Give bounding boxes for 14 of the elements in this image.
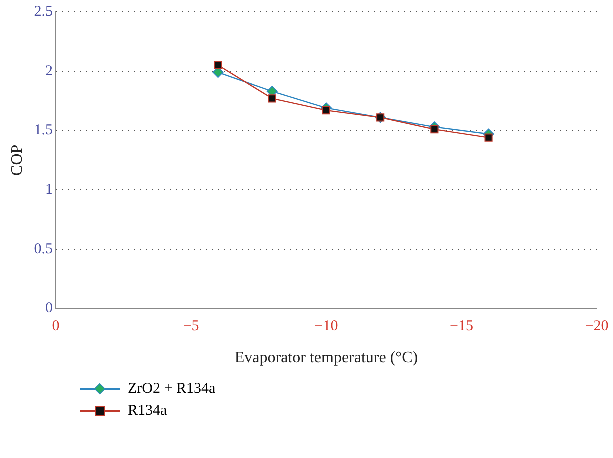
y-tick-label: 1	[45, 182, 53, 198]
y-axis-title: COP	[8, 144, 26, 176]
x-tick-label: −20	[585, 318, 609, 335]
legend-label: R134a	[128, 402, 168, 420]
y-tick-label: 0.5	[34, 241, 53, 258]
x-tick-label: −5	[183, 318, 200, 335]
y-tick-label: 2	[45, 63, 53, 80]
y-tick-label: 1.5	[34, 122, 53, 139]
y-tick-label: 2.5	[34, 4, 53, 20]
legend-label: ZrO2 + R134a	[128, 380, 216, 398]
x-tick-label: −10	[314, 318, 338, 335]
x-tick-label: −15	[450, 318, 474, 335]
x-axis-title: Evaporator temperature (°C)	[234, 350, 418, 367]
y-tick-label: 0	[45, 300, 53, 317]
